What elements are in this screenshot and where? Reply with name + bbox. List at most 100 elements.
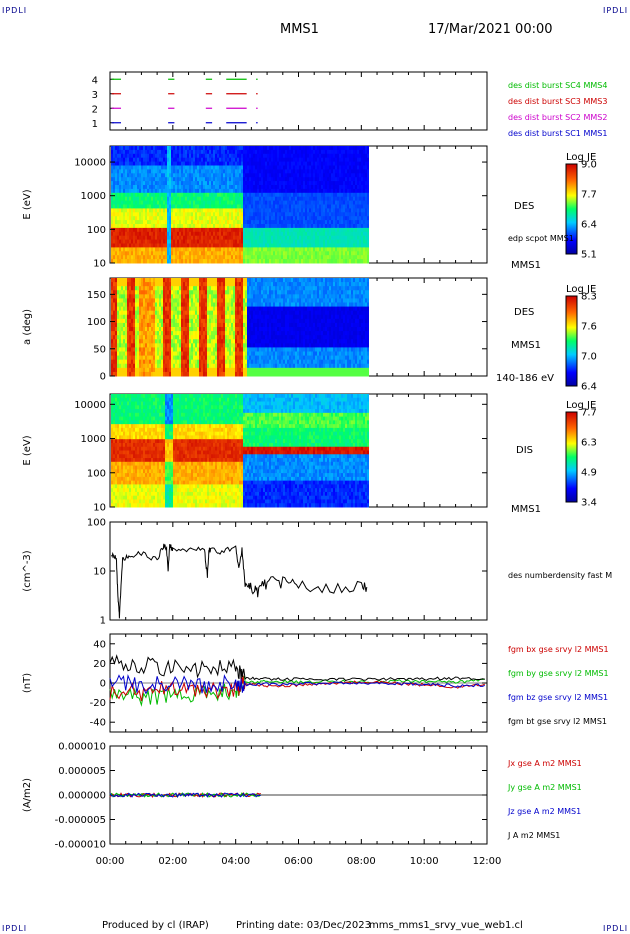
spectro-cell: [127, 282, 129, 287]
spectro-cell: [359, 192, 361, 198]
spectro-cell: [251, 177, 253, 182]
spectro-cell: [145, 169, 147, 174]
spectro-cell: [167, 259, 169, 264]
spectro-cell: [361, 220, 363, 225]
spectro-cell: [161, 208, 163, 213]
spectro-cell: [293, 231, 295, 237]
spectro-cell: [151, 318, 153, 324]
spectro-cell: [183, 286, 185, 291]
spectro-cell: [129, 302, 131, 308]
spectro-cell: [225, 177, 227, 182]
spectro-cell: [361, 157, 363, 163]
spectro-cell: [353, 220, 355, 225]
spectro-cell: [111, 314, 113, 320]
spectro-cell: [317, 157, 319, 163]
spectro-cell: [235, 255, 237, 260]
spectro-cell: [351, 239, 353, 244]
spectro-cell: [167, 196, 169, 202]
spectro-cell: [311, 185, 313, 190]
spectro-cell: [129, 200, 131, 205]
spectro-cell: [139, 343, 141, 348]
spectro-cell: [301, 224, 303, 229]
spectro-cell: [253, 200, 255, 205]
spectro-cell: [249, 220, 251, 225]
spectro-cell: [219, 157, 221, 163]
spectro-cell: [207, 255, 209, 260]
spectro-cell: [137, 181, 139, 186]
spectro-cell: [229, 169, 231, 174]
spectro-cell: [321, 200, 323, 205]
spectro-cell: [245, 173, 247, 178]
spectro-cell: [155, 363, 157, 369]
spectro-cell: [177, 247, 179, 252]
spectro-cell: [157, 343, 159, 348]
spectro-cell: [365, 181, 367, 186]
spectro-cell: [115, 259, 117, 264]
spectro-cell: [163, 165, 165, 170]
spectro-cell: [347, 235, 349, 241]
spectro-cell: [277, 188, 279, 194]
spectro-cell: [365, 220, 367, 225]
spectro-cell: [223, 196, 225, 202]
spectro-cell: [307, 212, 309, 217]
spectro-cell: [331, 239, 333, 244]
spectro-cell: [245, 216, 247, 221]
spectro-cell: [357, 188, 359, 194]
spectro-cell: [149, 347, 151, 352]
spectro-cell: [221, 216, 223, 221]
spectro-cell: [113, 216, 115, 221]
spectro-cell: [307, 227, 309, 233]
spectro-cell: [213, 208, 215, 213]
spectro-cell: [239, 216, 241, 221]
spectro-cell: [259, 235, 261, 241]
spectro-cell: [285, 212, 287, 217]
spectro-cell: [215, 181, 217, 186]
spectro-cell: [181, 306, 183, 312]
spectro-cell: [143, 282, 145, 287]
spectro-cell: [295, 161, 297, 166]
spectro-cell: [291, 157, 293, 163]
spectro-cell: [117, 343, 119, 348]
spectro-cell: [351, 224, 353, 229]
spectro-cell: [201, 235, 203, 241]
spectro-cell: [225, 231, 227, 237]
spectro-cell: [173, 235, 175, 241]
spectro-cell: [145, 314, 147, 320]
spectro-cell: [165, 302, 167, 308]
spectro-cell: [141, 165, 143, 170]
spectro-cell: [259, 231, 261, 237]
spectro-cell: [179, 227, 181, 233]
spectro-cell: [139, 149, 141, 155]
spectro-cell: [207, 161, 209, 166]
spectro-cell: [139, 351, 141, 357]
spectro-cell: [197, 161, 199, 166]
spectro-cell: [227, 231, 229, 237]
spectro-cell: [111, 239, 113, 244]
spectro-cell: [273, 243, 275, 248]
spectro-cell: [145, 282, 147, 287]
spectro-cell: [255, 212, 257, 217]
spectro-cell: [163, 355, 165, 361]
spectro-cell: [341, 212, 343, 217]
spectro-cell: [211, 153, 213, 159]
spectro-cell: [323, 247, 325, 252]
spectro-cell: [157, 188, 159, 194]
spectro-cell: [143, 235, 145, 241]
spectro-cell: [325, 200, 327, 205]
spectro-cell: [185, 351, 187, 357]
spectro-cell: [289, 200, 291, 205]
spectro-cell: [245, 177, 247, 182]
spectro-cell: [267, 216, 269, 221]
spectro-cell: [215, 153, 217, 159]
spectro-cell: [161, 161, 163, 166]
spectro-cell: [137, 367, 139, 373]
spectro-cell: [161, 314, 163, 320]
spectro-cell: [193, 204, 195, 209]
spectro-cell: [123, 200, 125, 205]
spectro-cell: [313, 243, 315, 248]
spectro-cell: [241, 169, 243, 174]
spectro-cell: [143, 157, 145, 163]
spectro-cell: [185, 347, 187, 352]
spectro-cell: [295, 247, 297, 252]
spectro-cell: [339, 255, 341, 260]
